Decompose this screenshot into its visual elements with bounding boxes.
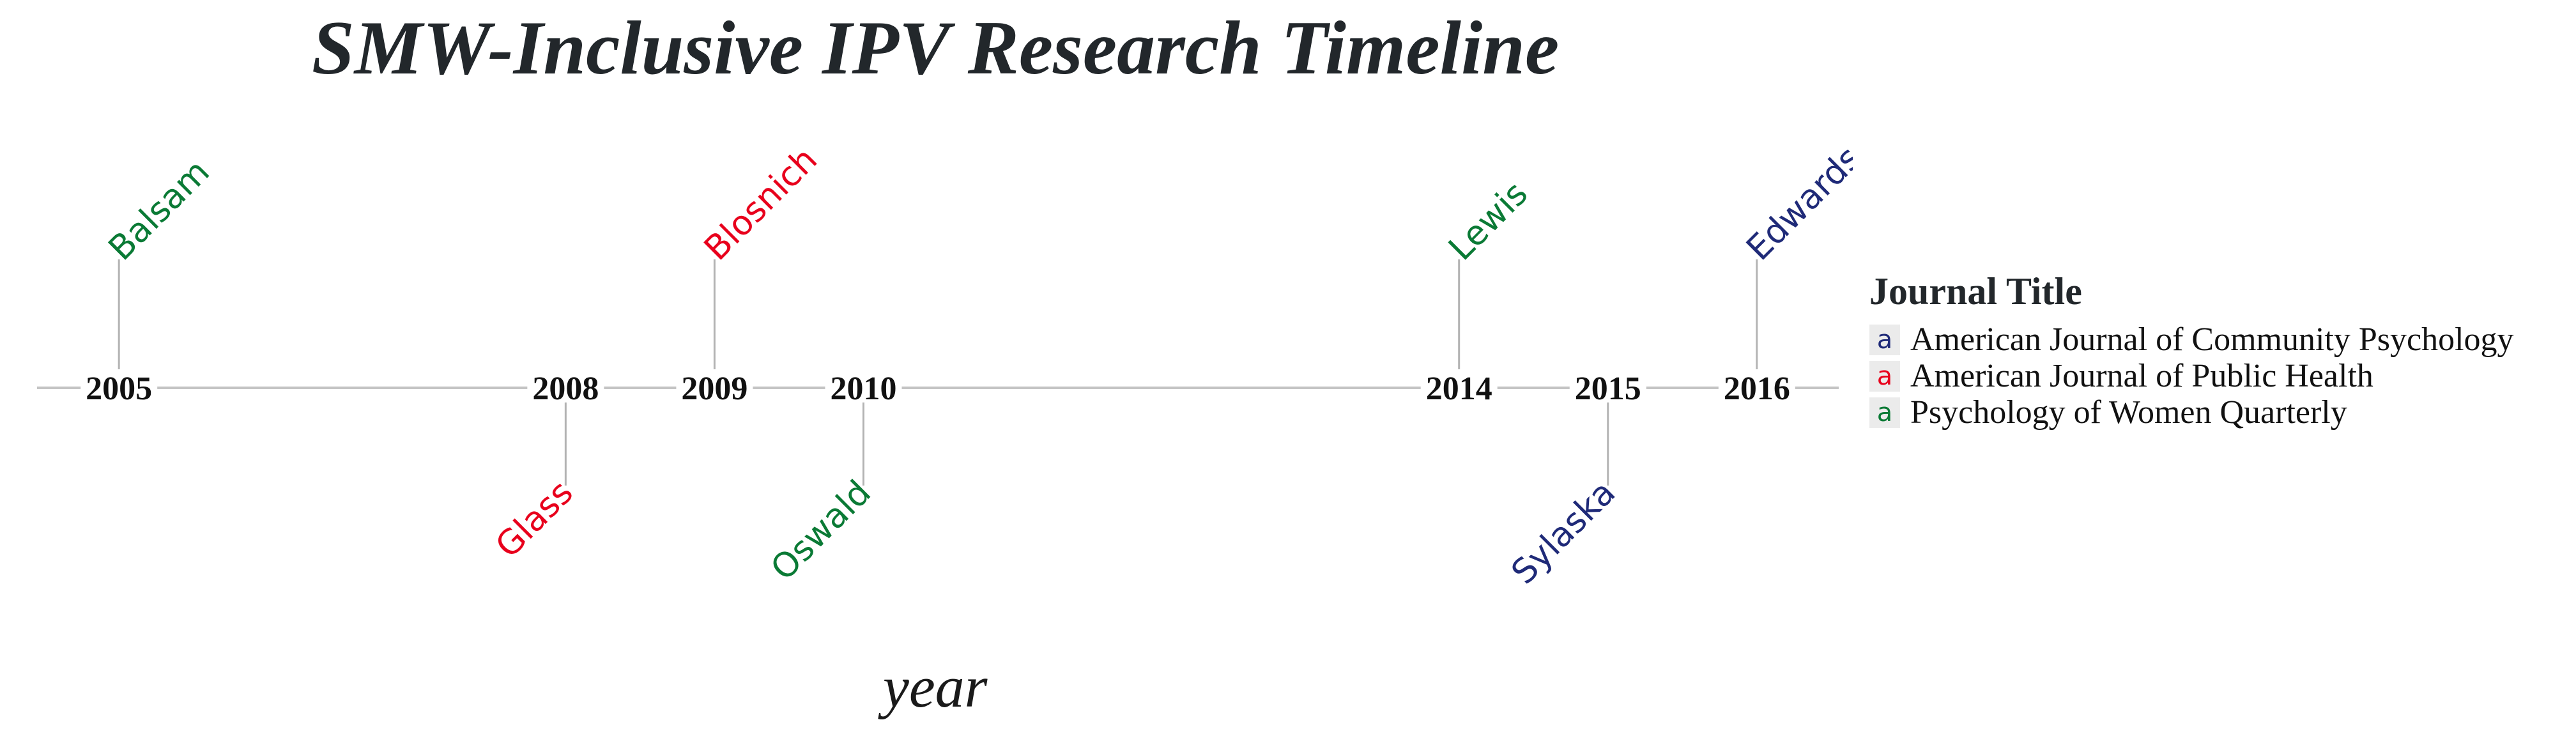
author-label-oswald: Oswald [763, 473, 878, 588]
author-label-sylaska: Sylaska [1504, 473, 1623, 592]
year-tick-label-2014: 2014 [1426, 371, 1492, 407]
legend-items: a American Journal of Community Psycholog… [1869, 321, 2514, 431]
legend-key-glyph: a [1869, 361, 1900, 392]
author-label-edwards: Edwards [1739, 139, 1853, 268]
year-tick-label-2010: 2010 [830, 371, 896, 407]
year-tick-label-2005: 2005 [86, 371, 152, 407]
author-label-glass: Glass [488, 473, 581, 565]
legend-item: a American Journal of Public Health [1869, 358, 2514, 394]
legend-item: a American Journal of Community Psycholog… [1869, 321, 2514, 358]
year-tick-label-2008: 2008 [532, 371, 599, 407]
year-tick-label-2016: 2016 [1724, 371, 1790, 407]
legend-item: a Psychology of Women Quarterly [1869, 394, 2514, 431]
legend-label: American Journal of Community Psychology [1910, 321, 2514, 358]
legend-label: American Journal of Public Health [1910, 357, 2373, 395]
legend-title: Journal Title [1869, 270, 2514, 314]
year-tick-label-2015: 2015 [1575, 371, 1641, 407]
author-label-blosnich: Blosnich [697, 140, 825, 268]
legend-key-glyph: a [1869, 325, 1900, 355]
year-tick-label-2009: 2009 [681, 371, 747, 407]
legend-label: Psychology of Women Quarterly [1910, 394, 2347, 431]
author-label-balsam: Balsam [102, 152, 217, 268]
timeline-plot: 2005 2008 2009 2010 2014 2015 2016 Balsam Glass B… [0, 0, 1853, 736]
legend: Journal Title a American Journal of Commu… [1869, 270, 2514, 431]
author-label-lewis: Lewis [1441, 174, 1535, 268]
x-axis-label: year [883, 653, 987, 721]
legend-key-glyph: a [1869, 397, 1900, 428]
